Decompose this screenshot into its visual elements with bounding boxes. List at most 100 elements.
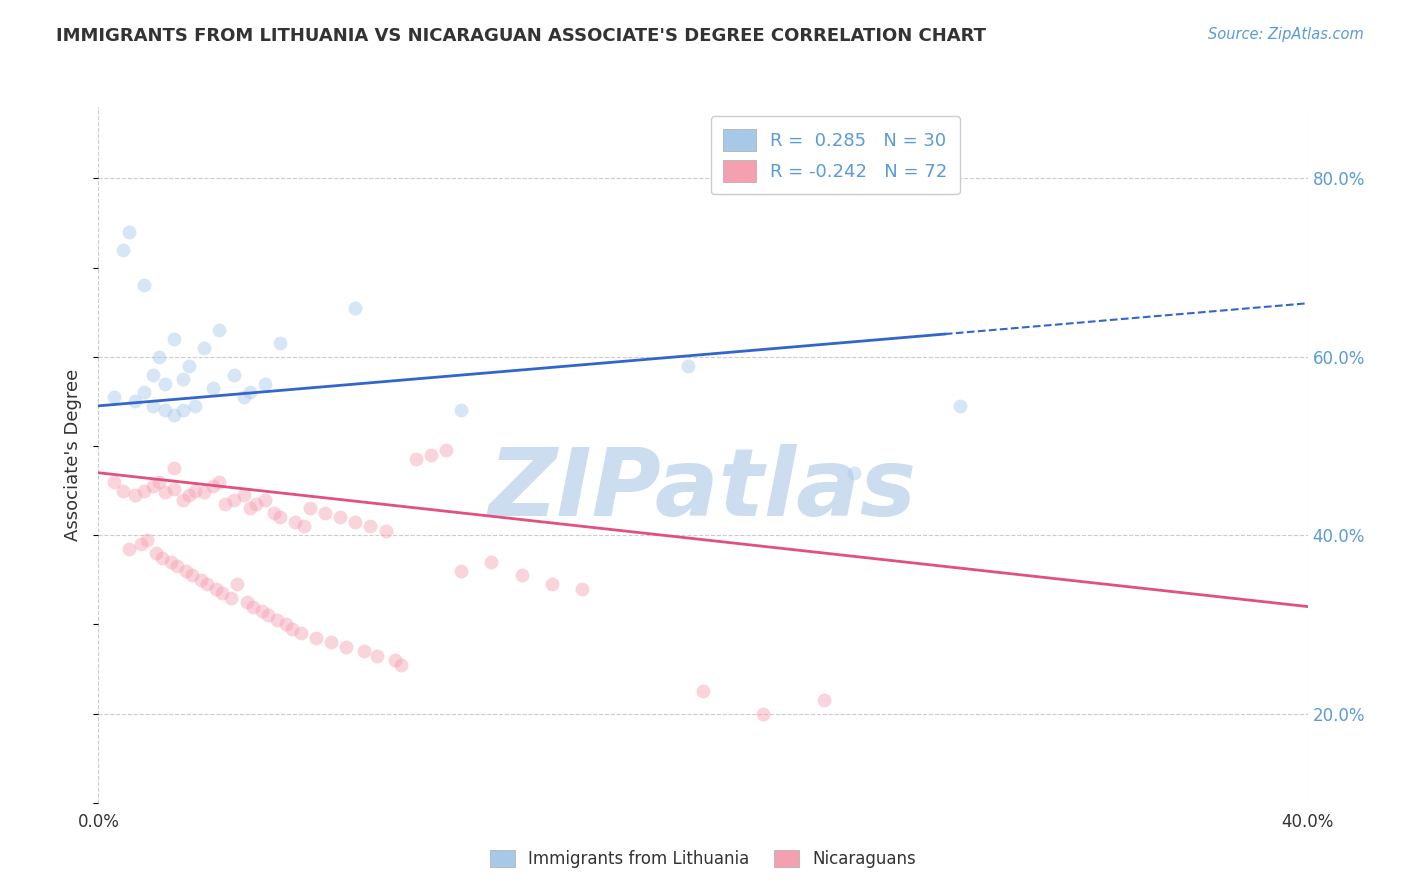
Point [239,385,262,400]
Point [132,483,155,498]
Point [292,519,315,533]
Point [211,586,233,600]
Point [124,394,146,409]
Point [281,622,304,636]
Point [949,399,972,413]
Point [153,403,176,417]
Point [172,372,194,386]
Text: Source: ZipAtlas.com: Source: ZipAtlas.com [1208,27,1364,42]
Point [242,599,264,614]
Point [184,483,207,498]
Point [166,559,188,574]
Point [405,452,427,467]
Point [844,466,866,480]
Point [299,501,322,516]
Point [132,278,155,293]
Point [153,485,176,500]
Point [221,591,243,605]
Point [232,488,254,502]
Point [266,613,288,627]
Point [208,475,231,489]
Point [245,497,267,511]
Point [235,595,257,609]
Point [253,376,276,391]
Point [111,483,134,498]
Point [321,635,343,649]
Point [150,550,173,565]
Point [181,568,204,582]
Point [389,657,412,672]
Y-axis label: Associate's Degree: Associate's Degree [65,368,83,541]
Point [224,368,246,382]
Legend: R =  0.285   N = 30, R = -0.242   N = 72: R = 0.285 N = 30, R = -0.242 N = 72 [710,116,960,194]
Point [163,332,186,346]
Point [274,617,297,632]
Point [256,608,278,623]
Point [290,626,312,640]
Point [132,385,155,400]
Point [118,225,141,239]
Point [263,506,285,520]
Point [226,577,249,591]
Point [148,475,170,489]
Point [450,564,472,578]
Point [676,359,699,373]
Point [571,582,593,596]
Point [142,479,165,493]
Point [160,555,183,569]
Point [384,653,406,667]
Point [193,341,215,355]
Legend: Immigrants from Lithuania, Nicaraguans: Immigrants from Lithuania, Nicaraguans [484,843,922,875]
Point [329,510,352,524]
Point [103,390,125,404]
Point [269,336,291,351]
Point [481,555,503,569]
Point [179,488,201,502]
Point [179,359,201,373]
Point [205,582,228,596]
Point [195,577,218,591]
Point [360,519,382,533]
Point [253,492,276,507]
Point [172,492,194,507]
Point [163,461,186,475]
Point [153,376,176,391]
Point [172,403,194,417]
Point [202,381,225,395]
Point [103,475,125,489]
Text: ZIPatlas: ZIPatlas [489,443,917,536]
Point [284,515,307,529]
Point [239,501,262,516]
Point [434,443,457,458]
Text: IMMIGRANTS FROM LITHUANIA VS NICARAGUAN ASSOCIATE'S DEGREE CORRELATION CHART: IMMIGRANTS FROM LITHUANIA VS NICARAGUAN … [56,27,986,45]
Point [692,684,714,698]
Point [752,706,775,721]
Point [124,488,146,502]
Point [142,368,165,382]
Point [145,546,167,560]
Point [813,693,835,707]
Point [135,533,157,547]
Point [111,243,134,257]
Point [118,541,141,556]
Point [450,403,472,417]
Point [208,323,231,337]
Point [202,479,225,493]
Point [224,492,246,507]
Point [305,631,328,645]
Point [314,506,336,520]
Point [250,604,273,618]
Point [335,640,357,654]
Point [163,408,186,422]
Point [129,537,152,551]
Point [374,524,396,538]
Point [353,644,375,658]
Point [163,482,186,496]
Point [540,577,562,591]
Point [366,648,388,663]
Point [344,515,367,529]
Point [420,448,443,462]
Point [344,301,367,315]
Point [214,497,236,511]
Point [510,568,533,582]
